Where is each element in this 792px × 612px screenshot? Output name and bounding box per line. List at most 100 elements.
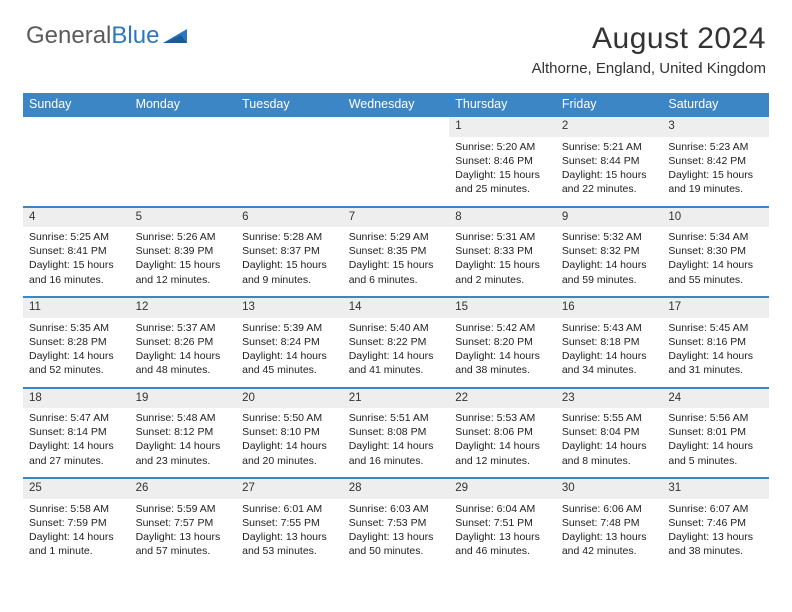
sunrise-text: Sunrise: 5:25 AM <box>29 230 124 244</box>
week-0-daynums: 123 <box>23 116 769 137</box>
sunrise-text: Sunrise: 5:40 AM <box>349 321 444 335</box>
sunrise-text: Sunrise: 5:58 AM <box>29 502 124 516</box>
sunrise-text: Sunrise: 5:47 AM <box>29 411 124 425</box>
day-16-number: 16 <box>556 297 663 318</box>
day-14-details: Sunrise: 5:40 AMSunset: 8:22 PMDaylight:… <box>343 318 450 388</box>
day-18-number: 18 <box>23 388 130 409</box>
day-24-number: 24 <box>662 388 769 409</box>
day-9-details: Sunrise: 5:32 AMSunset: 8:32 PMDaylight:… <box>556 227 663 297</box>
logo-triangle-icon <box>163 27 189 45</box>
daylight-text: Daylight: 15 hours and 9 minutes. <box>242 258 337 286</box>
week-3-daynums: 18192021222324 <box>23 388 769 409</box>
weekday-thursday: Thursday <box>449 93 556 116</box>
sunset-text: Sunset: 7:53 PM <box>349 516 444 530</box>
daylight-text: Daylight: 14 hours and 31 minutes. <box>668 349 763 377</box>
day-26-number: 26 <box>130 478 237 499</box>
weekday-monday: Monday <box>130 93 237 116</box>
daylight-text: Daylight: 14 hours and 27 minutes. <box>29 439 124 467</box>
location: Althorne, England, United Kingdom <box>532 60 766 77</box>
day-5-details: Sunrise: 5:26 AMSunset: 8:39 PMDaylight:… <box>130 227 237 297</box>
daylight-text: Daylight: 14 hours and 45 minutes. <box>242 349 337 377</box>
sunrise-text: Sunrise: 6:07 AM <box>668 502 763 516</box>
daylight-text: Daylight: 13 hours and 38 minutes. <box>668 530 763 558</box>
week-0-content: Sunrise: 5:20 AMSunset: 8:46 PM Daylight:… <box>23 137 769 207</box>
day-22-number: 22 <box>449 388 556 409</box>
sunrise-text: Sunrise: 5:45 AM <box>668 321 763 335</box>
day-17-details: Sunrise: 5:45 AMSunset: 8:16 PMDaylight:… <box>662 318 769 388</box>
day-8-details: Sunrise: 5:31 AMSunset: 8:33 PMDaylight:… <box>449 227 556 297</box>
empty-cell <box>343 137 450 207</box>
day-28-details: Sunrise: 6:03 AMSunset: 7:53 PMDaylight:… <box>343 499 450 569</box>
sunset-text: Sunset: 8:18 PM <box>562 335 657 349</box>
sunset-text: Sunset: 8:01 PM <box>668 425 763 439</box>
sunset-text: Sunset: 8:44 PM <box>562 154 657 168</box>
sunrise-text: Sunrise: 5:39 AM <box>242 321 337 335</box>
week-1-daynums: 45678910 <box>23 207 769 228</box>
daylight-text: Daylight: 14 hours and 1 minute. <box>29 530 124 558</box>
sunrise-text: Sunrise: 5:32 AM <box>562 230 657 244</box>
sunset-text: Sunset: 8:39 PM <box>136 244 231 258</box>
day-2-details: Sunrise: 5:21 AMSunset: 8:44 PMDaylight:… <box>556 137 663 207</box>
daylight-text: Daylight: 14 hours and 12 minutes. <box>455 439 550 467</box>
sunset-text: Sunset: 8:30 PM <box>668 244 763 258</box>
sunset-text: Sunset: 8:26 PM <box>136 335 231 349</box>
sunrise-text: Sunrise: 5:20 AM <box>455 140 550 154</box>
day-11-details: Sunrise: 5:35 AMSunset: 8:28 PMDaylight:… <box>23 318 130 388</box>
sunset-text: Sunset: 7:59 PM <box>29 516 124 530</box>
sunrise-text: Sunrise: 5:21 AM <box>562 140 657 154</box>
day-28-number: 28 <box>343 478 450 499</box>
daylight-text: Daylight: 15 hours and 2 minutes. <box>455 258 550 286</box>
sunset-text: Sunset: 8:32 PM <box>562 244 657 258</box>
sunrise-text: Sunrise: 5:29 AM <box>349 230 444 244</box>
empty-cell <box>343 116 450 137</box>
daylight-text: Daylight: 14 hours and 52 minutes. <box>29 349 124 377</box>
daylight-text: Daylight: 15 hours and 16 minutes. <box>29 258 124 286</box>
day-10-details: Sunrise: 5:34 AMSunset: 8:30 PMDaylight:… <box>662 227 769 297</box>
day-16-details: Sunrise: 5:43 AMSunset: 8:18 PMDaylight:… <box>556 318 663 388</box>
weekday-wednesday: Wednesday <box>343 93 450 116</box>
sunrise-text: Sunrise: 6:03 AM <box>349 502 444 516</box>
sunrise-text: Sunrise: 5:43 AM <box>562 321 657 335</box>
day-12-details: Sunrise: 5:37 AMSunset: 8:26 PMDaylight:… <box>130 318 237 388</box>
logo: GeneralBlue <box>26 22 189 50</box>
day-3-number: 3 <box>662 116 769 137</box>
day-31-details: Sunrise: 6:07 AMSunset: 7:46 PMDaylight:… <box>662 499 769 569</box>
sunset-text: Sunset: 8:42 PM <box>668 154 763 168</box>
daylight-text: Daylight: 14 hours and 48 minutes. <box>136 349 231 377</box>
daylight-text: Daylight: 15 hours and 19 minutes. <box>668 168 763 196</box>
daylight-text: Daylight: 14 hours and 16 minutes. <box>349 439 444 467</box>
sunset-text: Sunset: 8:22 PM <box>349 335 444 349</box>
daylight-text: Daylight: 14 hours and 20 minutes. <box>242 439 337 467</box>
sunset-text: Sunset: 8:46 PM <box>455 154 550 168</box>
sunrise-text: Sunrise: 5:37 AM <box>136 321 231 335</box>
sunrise-text: Sunrise: 5:35 AM <box>29 321 124 335</box>
daylight-text: Daylight: 14 hours and 8 minutes. <box>562 439 657 467</box>
day-9-number: 9 <box>556 207 663 228</box>
logo-text-1: General <box>26 22 111 50</box>
sunset-text: Sunset: 8:20 PM <box>455 335 550 349</box>
sunrise-text: Sunrise: 6:01 AM <box>242 502 337 516</box>
day-17-number: 17 <box>662 297 769 318</box>
day-14-number: 14 <box>343 297 450 318</box>
day-1-details: Sunrise: 5:20 AMSunset: 8:46 PMDaylight:… <box>449 137 556 207</box>
header: GeneralBlue August 2024 Althorne, Englan… <box>0 0 792 87</box>
day-18-details: Sunrise: 5:47 AMSunset: 8:14 PMDaylight:… <box>23 408 130 478</box>
daylight-text: Daylight: 13 hours and 53 minutes. <box>242 530 337 558</box>
sunrise-text: Sunrise: 5:26 AM <box>136 230 231 244</box>
day-5-number: 5 <box>130 207 237 228</box>
daylight-text: Daylight: 15 hours and 12 minutes. <box>136 258 231 286</box>
day-6-details: Sunrise: 5:28 AMSunset: 8:37 PMDaylight:… <box>236 227 343 297</box>
daylight-text: Daylight: 13 hours and 50 minutes. <box>349 530 444 558</box>
daylight-text: Daylight: 14 hours and 34 minutes. <box>562 349 657 377</box>
daylight-text: Daylight: 14 hours and 5 minutes. <box>668 439 763 467</box>
day-21-details: Sunrise: 5:51 AMSunset: 8:08 PMDaylight:… <box>343 408 450 478</box>
sunset-text: Sunset: 8:37 PM <box>242 244 337 258</box>
sunset-text: Sunset: 8:10 PM <box>242 425 337 439</box>
daylight-text: Daylight: 14 hours and 41 minutes. <box>349 349 444 377</box>
day-29-number: 29 <box>449 478 556 499</box>
sunrise-text: Sunrise: 5:59 AM <box>136 502 231 516</box>
day-29-details: Sunrise: 6:04 AMSunset: 7:51 PMDaylight:… <box>449 499 556 569</box>
title-block: August 2024 Althorne, England, United Ki… <box>532 22 766 77</box>
week-4-content: Sunrise: 5:58 AMSunset: 7:59 PMDaylight:… <box>23 499 769 569</box>
day-23-details: Sunrise: 5:55 AMSunset: 8:04 PMDaylight:… <box>556 408 663 478</box>
